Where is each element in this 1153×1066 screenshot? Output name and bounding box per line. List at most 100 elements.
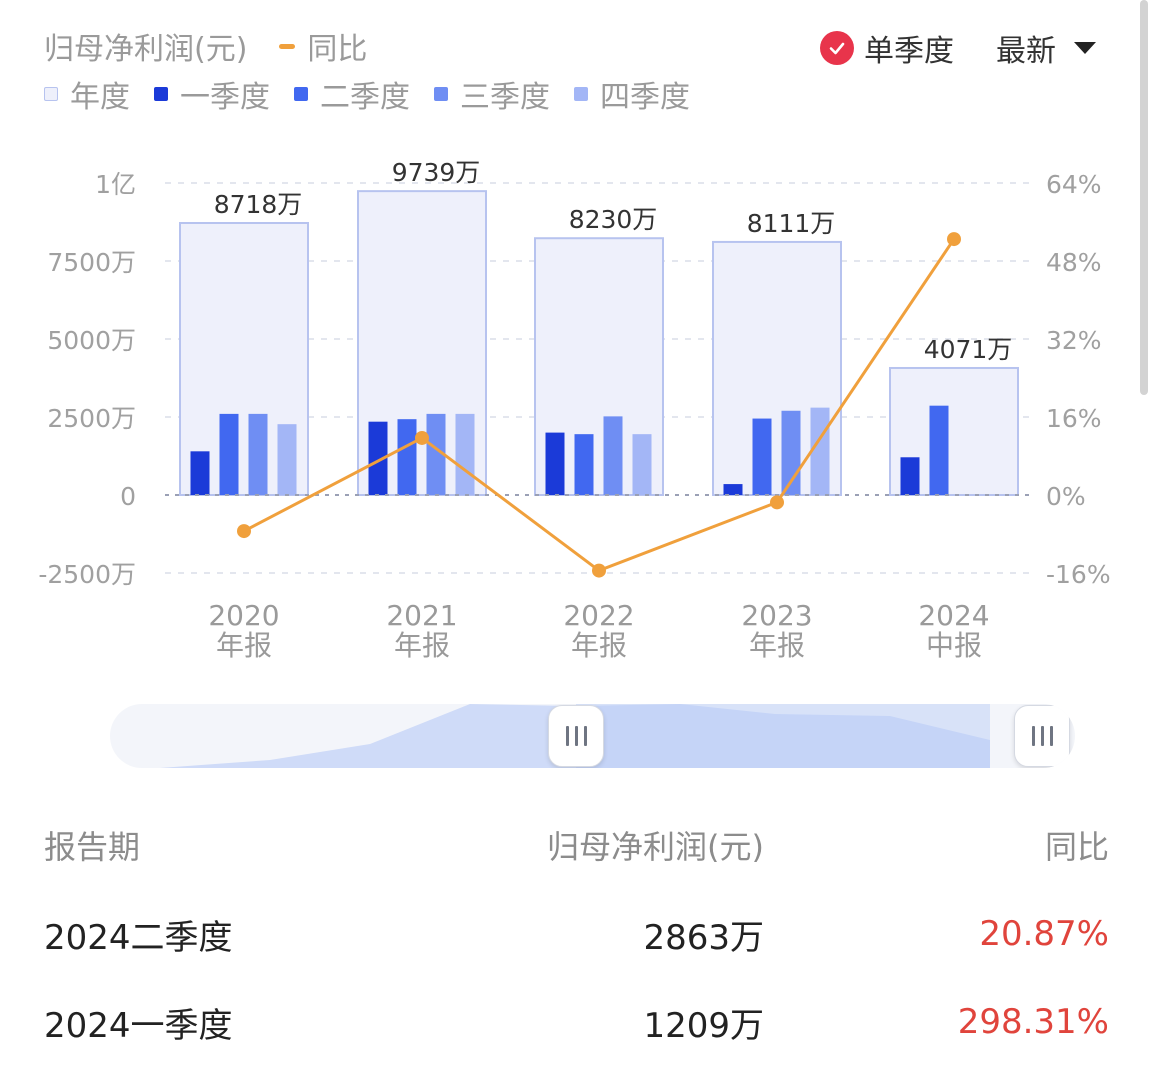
yoy-legend-marker bbox=[279, 43, 296, 49]
header-value: 归母净利润(元) bbox=[547, 828, 764, 866]
legend-swatch bbox=[154, 87, 168, 101]
metric-legend: 归母净利润(元) 同比 bbox=[44, 24, 367, 68]
yoy-legend-label: 同比 bbox=[307, 32, 368, 67]
page-scrollbar[interactable] bbox=[1140, 0, 1148, 395]
legend-label: 三季度 bbox=[460, 80, 550, 115]
grip-line bbox=[565, 726, 569, 746]
grip-line bbox=[1049, 726, 1053, 746]
table-header-row: 报告期 归母净利润(元) 同比 bbox=[44, 800, 1109, 890]
legend-label: 一季度 bbox=[180, 80, 270, 115]
annual-data-label: 9739万 bbox=[392, 158, 481, 187]
legend-swatch bbox=[434, 87, 448, 101]
quarter-bar bbox=[248, 413, 268, 495]
yoy-point bbox=[592, 563, 606, 578]
x-tick-year: 2024 bbox=[918, 599, 989, 632]
x-tick-year: 2023 bbox=[741, 599, 812, 632]
quarter-bar bbox=[574, 434, 594, 495]
header-yoy: 同比 bbox=[1044, 828, 1109, 866]
net-profit-chart[interactable]: 1亿 7500万 5000万 2500万 0 -2500万 64% 48% 32% 16% 0% -1… bbox=[0, 140, 1153, 680]
legend-item-q4[interactable]: 四季度 bbox=[574, 72, 690, 116]
quarter-bar bbox=[426, 413, 446, 495]
single-quarter-toggle[interactable]: 单季度 bbox=[820, 26, 954, 70]
grip-line bbox=[1031, 726, 1035, 746]
x-tick-kind: 年报 bbox=[216, 629, 272, 662]
left-tick-label: 5000万 bbox=[47, 326, 136, 355]
single-quarter-label: 单季度 bbox=[864, 34, 954, 69]
header-period: 报告期 bbox=[44, 828, 141, 866]
legend-item-q3[interactable]: 三季度 bbox=[434, 72, 550, 116]
quarter-bar bbox=[810, 407, 830, 495]
legend-swatch bbox=[574, 87, 588, 101]
grip-line bbox=[1040, 726, 1044, 746]
right-tick-label: 0% bbox=[1046, 482, 1086, 511]
range-overview bbox=[160, 704, 990, 768]
legend-label: 四季度 bbox=[600, 80, 690, 115]
quarter-bar bbox=[190, 451, 210, 495]
x-tick-year: 2022 bbox=[563, 599, 634, 632]
quarter-bar bbox=[277, 424, 297, 495]
yoy-point bbox=[770, 495, 784, 510]
period-dropdown-label: 最新 bbox=[996, 34, 1056, 69]
legend-swatch bbox=[294, 87, 308, 101]
row-period: 2024一季度 bbox=[44, 1005, 233, 1046]
quarter-bar bbox=[455, 413, 475, 495]
range-end-handle[interactable] bbox=[1014, 705, 1070, 767]
quarter-bar bbox=[900, 457, 920, 495]
quarter-bar bbox=[397, 419, 417, 495]
legend-label: 年度 bbox=[70, 80, 130, 115]
legend-item-q1[interactable]: 一季度 bbox=[154, 72, 270, 116]
left-tick-label: 7500万 bbox=[47, 248, 136, 277]
x-tick-kind: 年报 bbox=[749, 629, 805, 662]
x-tick-kind: 中报 bbox=[926, 629, 982, 662]
right-tick-label: 16% bbox=[1046, 404, 1102, 433]
table-row[interactable]: 2024二季度 2863万 20.87% bbox=[44, 890, 1109, 978]
range-slider[interactable] bbox=[110, 704, 1075, 768]
profit-table: 报告期 归母净利润(元) 同比 2024二季度 2863万 20.87% 202… bbox=[44, 800, 1109, 1066]
left-tick-label: 2500万 bbox=[47, 404, 136, 433]
row-value: 2863万 bbox=[643, 917, 764, 958]
range-start-handle[interactable] bbox=[548, 705, 604, 767]
legend-item-annual[interactable]: 年度 bbox=[44, 72, 130, 116]
quarter-bar bbox=[545, 432, 565, 495]
row-value: 1209万 bbox=[643, 1005, 764, 1046]
row-yoy: 20.87% bbox=[979, 914, 1109, 954]
x-tick-kind: 年报 bbox=[394, 629, 450, 662]
quarter-bar bbox=[929, 405, 949, 495]
caret-down-icon bbox=[1074, 42, 1096, 54]
legend-label: 二季度 bbox=[320, 80, 410, 115]
annual-data-label: 8230万 bbox=[569, 205, 658, 234]
right-tick-label: 32% bbox=[1046, 326, 1102, 355]
right-tick-label: 48% bbox=[1046, 248, 1102, 277]
quarter-bar bbox=[752, 418, 772, 495]
left-tick-label: 0 bbox=[120, 482, 136, 511]
row-period: 2024二季度 bbox=[44, 917, 233, 958]
metric-title: 归母净利润(元) bbox=[44, 32, 248, 67]
period-dropdown[interactable]: 最新 bbox=[996, 26, 1096, 70]
table-row[interactable]: 2024一季度 1209万 298.31% bbox=[44, 978, 1109, 1066]
yoy-point bbox=[237, 524, 251, 539]
quarter-bar bbox=[219, 413, 239, 495]
annual-data-label: 8718万 bbox=[214, 190, 303, 219]
quarter-bar bbox=[368, 421, 388, 495]
x-tick-kind: 年报 bbox=[571, 629, 627, 662]
legend-item-q2[interactable]: 二季度 bbox=[294, 72, 410, 116]
quarter-bar bbox=[603, 416, 623, 495]
yoy-point bbox=[415, 430, 429, 445]
series-legend: 年度 一季度 二季度 三季度 四季度 bbox=[44, 72, 714, 116]
yoy-point bbox=[947, 232, 961, 247]
left-tick-label: 1亿 bbox=[95, 170, 136, 199]
right-tick-label: -16% bbox=[1046, 560, 1111, 589]
right-tick-label: 64% bbox=[1046, 170, 1102, 199]
x-tick-year: 2020 bbox=[208, 599, 279, 632]
check-icon bbox=[820, 31, 854, 65]
x-tick-year: 2021 bbox=[386, 599, 457, 632]
annual-data-label: 8111万 bbox=[747, 209, 836, 238]
quarter-bar bbox=[632, 434, 652, 495]
grip-line bbox=[583, 726, 587, 746]
quarter-bar bbox=[723, 484, 743, 495]
row-yoy: 298.31% bbox=[957, 1002, 1109, 1042]
left-tick-label: -2500万 bbox=[38, 560, 136, 589]
annual-data-label: 4071万 bbox=[924, 335, 1013, 364]
legend-swatch bbox=[44, 87, 58, 101]
grip-line bbox=[574, 726, 578, 746]
